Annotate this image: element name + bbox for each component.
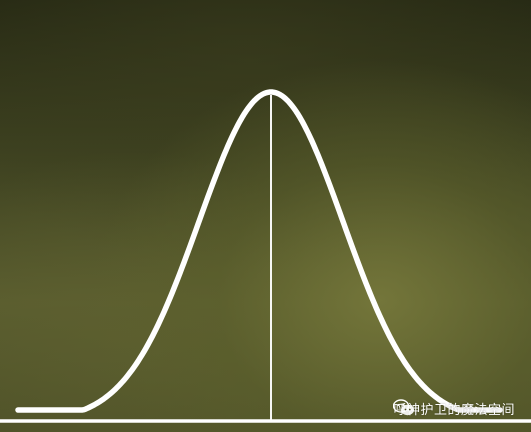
watermark: 呼神护卫的魔法空间 [393,399,515,418]
wechat-icon [393,399,415,416]
watermark-text: 呼神护卫的魔法空间 [393,403,515,418]
bell-curve [15,89,503,413]
